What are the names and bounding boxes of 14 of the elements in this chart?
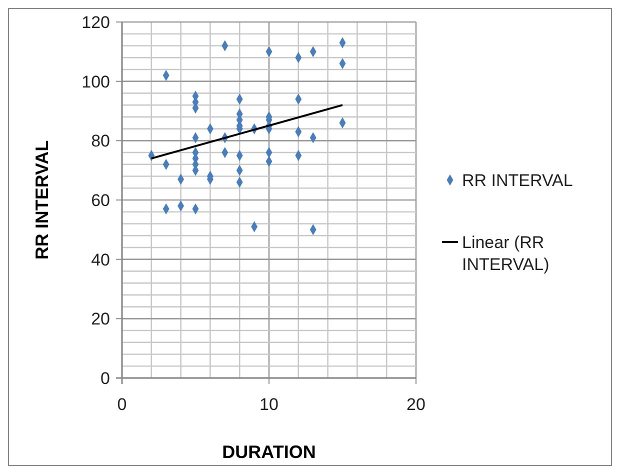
y-tick-label: 120 (82, 12, 110, 32)
y-tick-label: 100 (82, 72, 110, 92)
y-tick-label: 20 (91, 310, 110, 329)
x-tick-label: 10 (260, 395, 278, 414)
x-tick-label: 0 (117, 395, 127, 414)
legend-label: Linear (RR INTERVAL) (462, 232, 550, 274)
y-tick-label: 0 (100, 368, 110, 388)
legend-label: RR INTERVAL (462, 170, 573, 190)
y-tick-label: 80 (91, 132, 110, 151)
x-tick-label: 20 (406, 395, 426, 414)
y-axis-title: RR INTERVAL (32, 140, 52, 260)
x-axis-title: DURATION (222, 442, 316, 462)
y-tick-label: 60 (91, 190, 110, 210)
y-tick-label: 40 (91, 250, 110, 270)
